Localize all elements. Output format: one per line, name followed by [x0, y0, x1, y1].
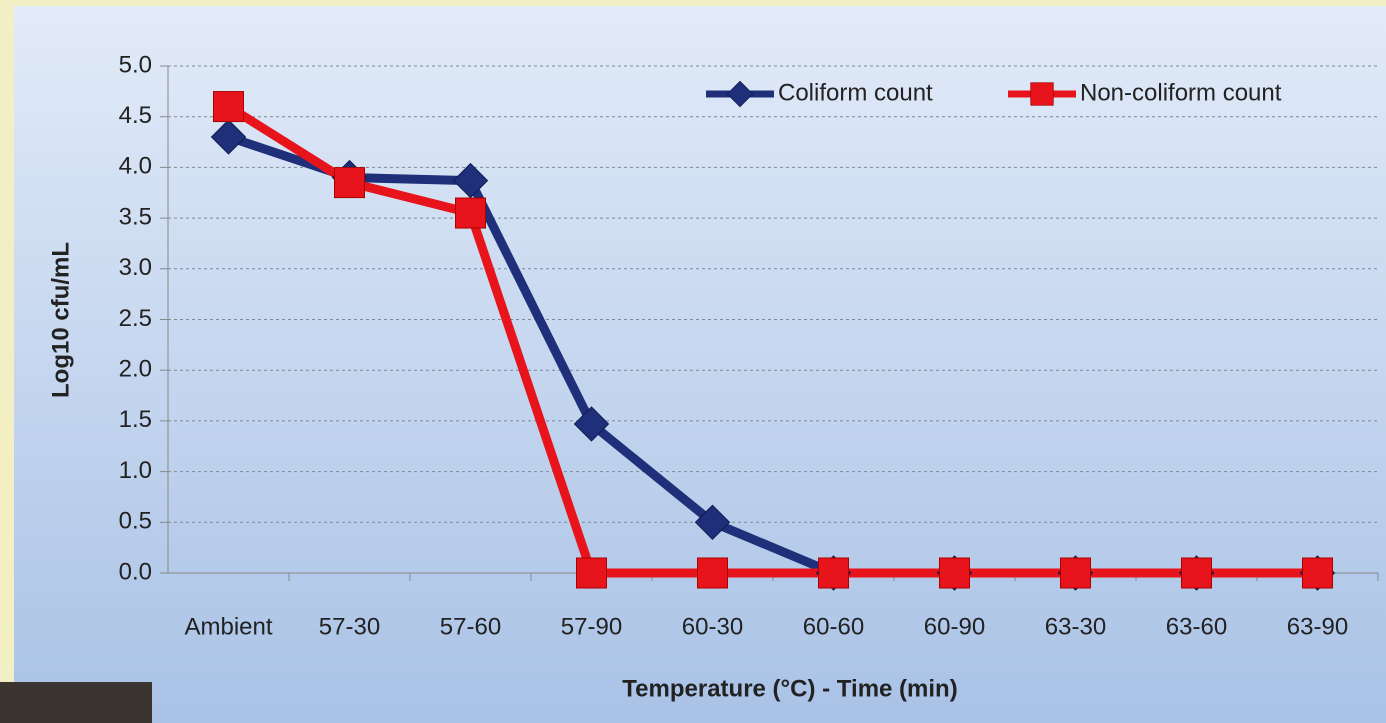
legend-label: Coliform count	[778, 79, 933, 106]
legend-marker	[1030, 82, 1054, 106]
x-tick-label: 63-60	[1166, 613, 1227, 640]
marker	[573, 406, 610, 442]
marker	[694, 504, 731, 541]
marker	[939, 557, 970, 589]
marker	[334, 167, 365, 199]
x-axis-title: Temperature (°C) - Time (min)	[622, 675, 957, 702]
y-tick-label: 2.0	[119, 356, 152, 383]
x-tick-label: 57-60	[440, 613, 501, 640]
y-tick-label: 2.5	[119, 305, 152, 332]
marker	[210, 119, 247, 155]
y-tick-label: 0.5	[119, 508, 152, 535]
y-axis-title: Log10 cfu/mL	[47, 242, 74, 398]
marker	[576, 557, 607, 589]
chart-background	[14, 6, 1386, 723]
x-tick-label: 60-30	[682, 613, 743, 640]
y-tick-label: 4.5	[119, 102, 152, 129]
x-tick-label: 60-90	[924, 613, 985, 640]
marker	[213, 91, 244, 123]
marker	[818, 557, 849, 589]
x-tick-label: 60-60	[803, 613, 864, 640]
y-tick-label: 1.5	[119, 406, 152, 433]
y-tick-label: 3.5	[119, 203, 152, 230]
y-tick-label: 1.0	[119, 457, 152, 484]
marker	[1181, 557, 1212, 589]
legend-marker	[726, 80, 754, 108]
y-tick-label: 0.0	[119, 558, 152, 585]
marker	[455, 197, 486, 229]
legend-label: Non-coliform count	[1080, 79, 1282, 106]
video-thumbnail	[0, 682, 152, 723]
x-tick-label: 57-90	[561, 613, 622, 640]
x-tick-label: 63-30	[1045, 613, 1106, 640]
marker	[697, 557, 728, 589]
y-tick-label: 5.0	[119, 51, 152, 78]
y-tick-label: 3.0	[119, 254, 152, 281]
marker	[1060, 557, 1091, 589]
x-tick-label: Ambient	[184, 613, 272, 640]
marker	[1302, 557, 1333, 589]
x-tick-label: 63-90	[1287, 613, 1348, 640]
y-tick-label: 4.0	[119, 153, 152, 180]
x-tick-label: 57-30	[319, 613, 380, 640]
series-line	[226, 102, 1318, 578]
